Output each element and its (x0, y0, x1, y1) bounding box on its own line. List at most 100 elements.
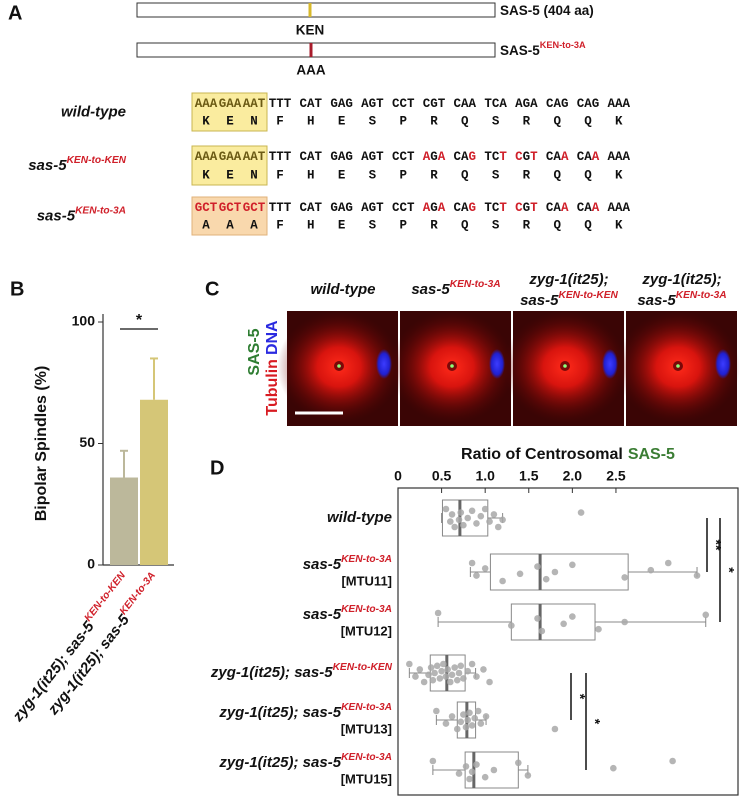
amino-acid: R (523, 218, 531, 232)
codon: CCT (392, 201, 415, 215)
data-point (456, 670, 463, 677)
codon: CCT (392, 97, 415, 111)
strain-label: [MTU15] (341, 771, 392, 786)
data-point (694, 572, 701, 579)
label-part: sas-5 (303, 606, 342, 623)
codon: AAA (195, 150, 218, 164)
protein-label: SAS-5KEN-to-3A (500, 40, 586, 57)
motif-label: KEN (296, 23, 325, 38)
dna-signal (715, 349, 731, 379)
panel-label: A (8, 2, 22, 24)
codon-part: GAA (219, 150, 242, 164)
amino-acid: S (492, 218, 500, 232)
data-point (665, 560, 672, 567)
codon: CAG (454, 201, 477, 215)
label-part: KEN-to-KEN (67, 155, 127, 166)
data-point (595, 626, 602, 633)
column-header: sas-5KEN-to-3A (411, 279, 500, 298)
data-point (473, 673, 480, 680)
codon-part: AAA (195, 97, 218, 111)
data-point (460, 711, 467, 718)
codon: GCT (243, 201, 266, 215)
x-tick-label: 0 (394, 468, 402, 484)
codon: AGT (361, 201, 384, 215)
codon: CGT (515, 150, 538, 164)
data-point (457, 663, 464, 670)
codon: CAG (577, 97, 600, 111)
data-point (440, 661, 447, 668)
protein-label: SAS-5 (404 aa) (500, 3, 594, 18)
data-point (449, 511, 456, 518)
amino-acid: Q (461, 114, 469, 128)
data-point (534, 615, 541, 622)
codon: TCT (484, 150, 507, 164)
data-point (451, 524, 458, 531)
codon-part: A (438, 150, 446, 164)
label-part: KEN-to-3A (341, 702, 392, 713)
strain-label: [MTU11] (341, 573, 392, 588)
x-tick-label: 2.5 (606, 468, 626, 484)
amino-acid: S (492, 114, 500, 128)
data-point (478, 513, 485, 520)
codon: GAG (330, 201, 353, 215)
data-point (435, 610, 442, 617)
codon-part: TC (484, 201, 500, 215)
data-point (463, 763, 470, 770)
amino-acid: K (202, 114, 210, 128)
amino-acid: R (430, 218, 438, 232)
codon-part: TTT (269, 150, 292, 164)
codon: GAG (330, 150, 353, 164)
y-tick-label: 100 (72, 313, 96, 329)
codon-part: TC (484, 150, 500, 164)
amino-acid: R (523, 168, 531, 182)
data-point (437, 675, 444, 682)
bar (110, 478, 138, 565)
label-part: KEN-to-3A (341, 752, 392, 763)
data-point (482, 506, 489, 513)
data-point (464, 717, 471, 724)
data-point (491, 511, 498, 518)
codon: TCA (484, 97, 507, 111)
label-part: zyg-1(it25); sas-5 (218, 704, 341, 721)
codon-part: CCT (392, 150, 415, 164)
chart-title: Ratio of CentrosomalSAS-5 (461, 446, 675, 463)
motif-mark (310, 43, 313, 57)
amino-acid: E (226, 168, 234, 182)
codon: TTT (269, 150, 292, 164)
dna-signal (376, 349, 392, 379)
data-point (478, 720, 485, 727)
codon-part: CAT (300, 201, 323, 215)
data-point (543, 576, 550, 583)
amino-acid: H (307, 114, 315, 128)
sas5-signal (676, 364, 680, 368)
group-label: sas-5KEN-to-3A (303, 554, 392, 573)
amino-acid: Q (584, 168, 592, 182)
significance-label: * (587, 719, 603, 725)
panel-label: D (210, 457, 224, 479)
data-point (443, 720, 450, 727)
codon-part: G (523, 150, 531, 164)
label-part: wild-type (327, 509, 392, 526)
codon-part: CA (546, 201, 562, 215)
codon-part: T (499, 150, 507, 164)
codon: GAA (219, 150, 242, 164)
panel-label: C (205, 278, 219, 300)
amino-acid: H (307, 168, 315, 182)
codon: GCT (219, 201, 242, 215)
strain-label: [MTU12] (341, 623, 392, 638)
column-header: sas-5KEN-to-KEN (520, 290, 618, 309)
channel-label: SAS-5 (246, 328, 263, 375)
bar (140, 400, 168, 565)
amino-acid: S (369, 218, 377, 232)
codon-part: GAA (219, 97, 242, 111)
codon: CAG (546, 97, 569, 111)
data-point (508, 622, 515, 629)
amino-acid: K (615, 168, 623, 182)
column-header: sas-5KEN-to-3A (637, 290, 726, 309)
codon: CAA (546, 150, 569, 164)
amino-acid: S (369, 168, 377, 182)
codon-part: CA (454, 201, 470, 215)
codon-part: A (438, 201, 446, 215)
codon-part: AGT (361, 97, 384, 111)
codon-part: CAG (546, 97, 569, 111)
